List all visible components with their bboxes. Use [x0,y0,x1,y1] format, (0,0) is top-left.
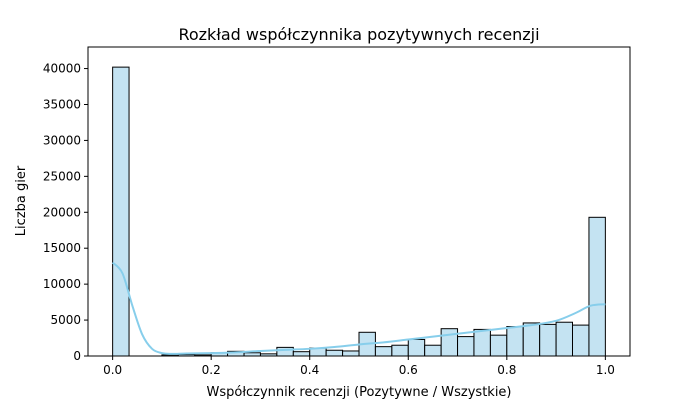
y-tick-label: 0 [73,349,81,363]
histogram-bar-24 [506,326,524,357]
kde-layer [111,261,606,355]
x-tick-label: 0.4 [300,363,319,377]
plot-frame [87,46,631,357]
histogram-bar-26 [539,323,557,357]
y-tick-label: 5000 [50,313,81,327]
x-tick-label: 0.2 [202,363,221,377]
y-tick-label: 40000 [43,62,81,76]
histogram-bar-29 [588,216,606,357]
y-tick-label: 30000 [43,133,81,147]
y-tick-label: 35000 [43,97,81,111]
kde-curve [111,261,606,355]
y-axis: 0 5000 10000 15000 20000 25000 30000 35000 40000 [43,62,88,363]
y-tick-label: 10000 [43,277,81,291]
histogram-bar-23 [489,334,508,357]
chart-title: Rozkład współczynnika pozytywnych recenz… [178,25,539,44]
histogram-bar-11 [292,351,311,357]
y-tick-label: 25000 [43,169,81,183]
histogram-bar-27 [555,321,573,357]
histogram-bar-19 [424,344,442,357]
histogram-bar-13 [325,349,344,357]
histogram-bar-16 [374,346,393,357]
y-tick-label: 15000 [43,241,81,255]
histogram-bar-25 [522,322,541,357]
histogram-bar-14 [342,350,360,357]
y-axis-label: Liczba gier [14,165,29,236]
x-axis-label: Współczynnik recenzji (Pozytywne / Wszys… [206,385,511,400]
histogram-bar-18 [407,338,426,357]
histogram-bar-0 [112,66,130,357]
x-tick-label: 0.6 [399,363,418,377]
x-axis: 0.0 0.2 0.4 0.6 0.8 1.0 [103,356,615,377]
bars-layer [112,66,606,357]
histogram-bar-28 [571,324,590,357]
x-tick-label: 0.8 [497,363,516,377]
y-tick-label: 20000 [43,205,81,219]
histogram-bar-21 [457,336,475,357]
histogram-bar-22 [473,328,491,357]
x-tick-label: 1.0 [596,363,615,377]
histogram-bar-17 [391,344,409,357]
x-tick-label: 0.0 [103,363,122,377]
histogram-bar-20 [440,328,459,357]
